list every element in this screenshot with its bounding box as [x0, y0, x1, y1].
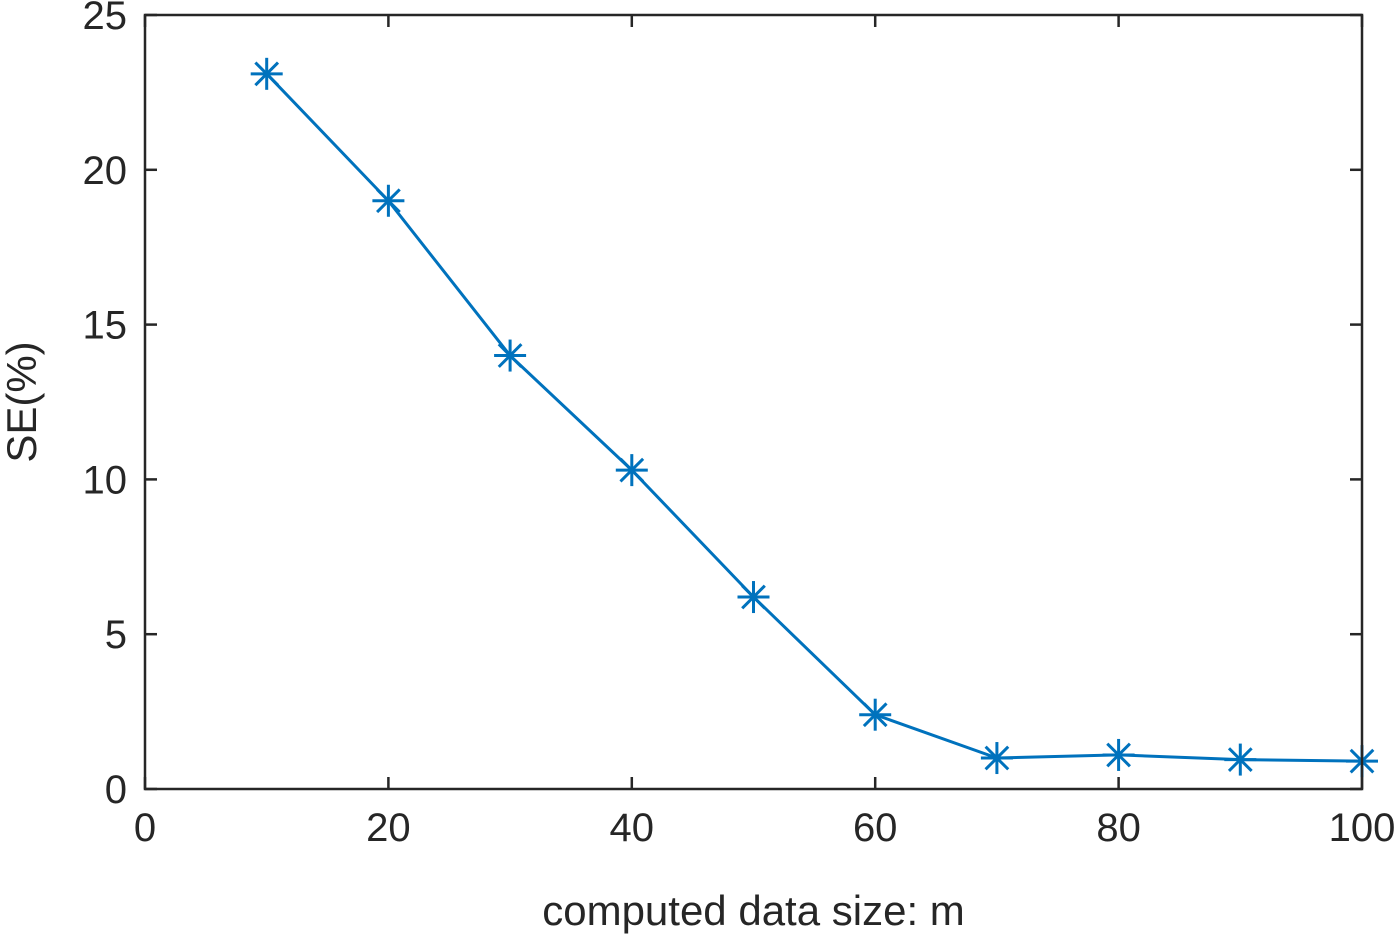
y-tick-label: 15: [83, 304, 128, 348]
x-tick-label: 100: [1329, 806, 1396, 850]
data-point: [1102, 738, 1135, 771]
x-tick-label: 40: [610, 806, 655, 850]
tick-label-layer: 0 20 40 60 80 100 0 5 10 15 20 25: [83, 0, 1396, 850]
ticks-layer: [143, 13, 1364, 791]
data-point: [615, 454, 648, 487]
x-tick-label: 60: [853, 806, 898, 850]
y-tick-label: 5: [105, 613, 127, 657]
y-tick-label: 25: [83, 0, 128, 38]
data-point: [494, 339, 527, 372]
series-line-layer: [265, 72, 1363, 763]
x-tick-label: 80: [1096, 806, 1141, 850]
data-point: [250, 57, 283, 90]
y-axis-label: SE(%): [0, 341, 45, 462]
y-tick-label: 20: [83, 149, 128, 193]
x-tick-label: 20: [366, 806, 411, 850]
data-point: [737, 581, 770, 614]
y-tick-label: 0: [105, 768, 127, 812]
y-tick-label: 10: [83, 458, 128, 502]
marker-layer: [250, 57, 1378, 778]
plot-area-frame: [143, 13, 1364, 791]
series-line: [265, 72, 1363, 763]
x-tick-label: 0: [134, 806, 156, 850]
data-point: [372, 184, 405, 217]
x-axis-label: computed data size: m: [542, 887, 965, 934]
data-point: [859, 698, 892, 731]
data-point: [1224, 743, 1257, 776]
data-point: [980, 742, 1013, 775]
